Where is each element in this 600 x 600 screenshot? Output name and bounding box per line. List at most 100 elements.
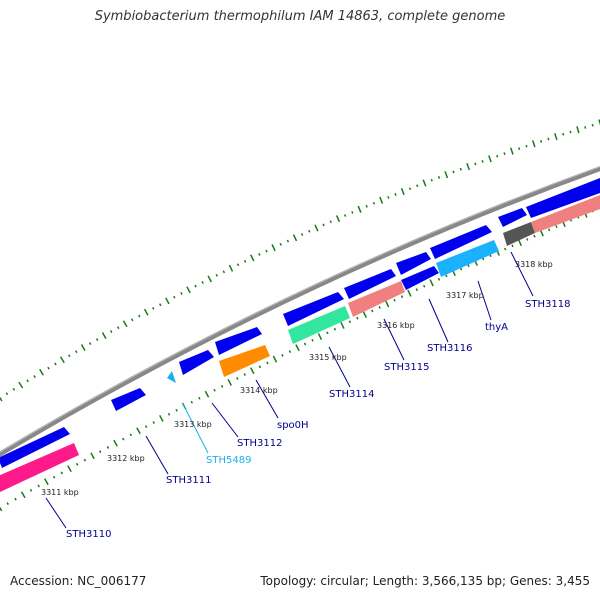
inner-tick-9	[67, 465, 72, 473]
outer-tick-11	[75, 350, 78, 354]
kbp-label-3311: 3311 kbp	[41, 488, 79, 497]
kbp-label-3315: 3315 kbp	[309, 353, 347, 362]
inner-tick-67	[504, 247, 507, 251]
inner-tick-51	[384, 300, 390, 308]
outer-tick-48	[335, 215, 341, 223]
outer-tick-22	[152, 306, 155, 310]
kbp-label-3316: 3316 kbp	[377, 321, 415, 330]
outer-tick-54	[379, 196, 384, 204]
gene-label-sth3116[interactable]: STH3116	[427, 343, 472, 354]
inner-tick-7	[52, 475, 56, 479]
gene-label-thya[interactable]: thyA	[485, 322, 508, 333]
outer-tick-59	[416, 184, 419, 188]
outer-tick-47	[329, 220, 332, 224]
outer-tick-69	[488, 155, 492, 163]
inner-tick-6	[44, 478, 49, 486]
inner-tick-72	[539, 229, 544, 237]
inner-tick-23	[175, 408, 178, 412]
outer-tick-81	[576, 126, 580, 134]
inner-tick-4	[29, 488, 33, 492]
outer-tick-23	[159, 303, 162, 307]
outer-tick-4	[26, 379, 29, 383]
gene-arrow-sth3111[interactable]	[111, 388, 146, 411]
outer-tick-64	[452, 170, 455, 174]
outer-tick-43	[300, 233, 304, 236]
outer-tick-17	[116, 326, 120, 330]
inner-tick-26	[198, 396, 201, 400]
inner-tick-43	[326, 331, 329, 335]
outer-tick-76	[540, 139, 543, 143]
gene-label-sth3112[interactable]: STH3112	[237, 438, 282, 449]
gene-arrow-sth3118a[interactable]	[498, 208, 527, 227]
gene-arrow-sth3116a[interactable]	[396, 252, 431, 275]
genome-backbone	[0, 165, 600, 457]
inner-tick-22	[167, 412, 171, 416]
outer-tick-80	[569, 130, 572, 134]
outer-tick-44	[308, 229, 311, 233]
outer-tick-35	[243, 259, 247, 263]
outer-tick-2	[12, 387, 16, 391]
outer-tick-34	[236, 263, 240, 267]
inner-tick-44	[333, 327, 337, 331]
gene-label-sth3114[interactable]: STH3114	[329, 389, 374, 400]
inner-tick-50	[378, 305, 381, 309]
outer-tick-57	[400, 188, 405, 196]
gene-arrow-thya[interactable]	[430, 225, 492, 259]
gene-arrow-sth3118b[interactable]	[526, 178, 600, 218]
outer-tick-84	[598, 119, 600, 126]
outer-tick-12	[80, 344, 86, 351]
inner-tick-32	[243, 373, 246, 376]
gene-label-sth3111[interactable]: STH3111	[166, 475, 211, 486]
outer-tick-30	[207, 275, 212, 283]
gene-arrow-sth3112[interactable]	[179, 350, 214, 375]
outer-tick-82	[584, 126, 587, 129]
inner-tick-21	[159, 414, 164, 422]
inner-tick-1	[6, 502, 9, 505]
outer-tick-36	[250, 254, 255, 262]
inner-tick-70	[526, 237, 529, 241]
inner-tick-46	[348, 320, 352, 324]
inner-tick-27	[204, 390, 210, 398]
inner-tick-37	[281, 353, 284, 357]
inner-tick-28	[213, 388, 216, 392]
kbp-label-3318: 3318 kbp	[515, 260, 553, 269]
cds-bar-sth3118-salmon[interactable]	[531, 195, 600, 233]
inner-tick-15	[113, 439, 118, 447]
gene-arrow-sth5489[interactable]	[167, 371, 176, 383]
inner-tick-54	[407, 289, 412, 297]
gene-arrow-spo0h[interactable]	[215, 327, 262, 355]
outer-tick-41	[286, 239, 290, 243]
accession-text: Accession: NC_006177	[10, 574, 147, 588]
inner-tick-52	[393, 298, 396, 302]
gene-label-sth3115[interactable]: STH3115	[384, 362, 429, 373]
inner-tick-65	[489, 254, 492, 258]
inner-tick-35	[266, 361, 269, 365]
gene-label-sth3110[interactable]: STH3110	[66, 529, 111, 540]
gene-arrow-sth3116b[interactable]	[401, 266, 439, 290]
inner-tick-45	[340, 321, 345, 329]
outer-tick-31	[215, 273, 218, 277]
gene-label-sth3118[interactable]: STH3118	[525, 299, 570, 310]
outer-tick-9	[59, 356, 65, 364]
inner-tick-29	[220, 384, 224, 388]
inner-tick-40	[303, 342, 307, 346]
gene-arrow-sth3115[interactable]	[344, 269, 396, 299]
gene-label-sth5489[interactable]: STH5489	[206, 455, 251, 466]
inner-tick-13	[98, 450, 102, 454]
cds-bar-thya[interactable]	[436, 240, 499, 277]
gene-arrow-sth3110[interactable]	[0, 427, 70, 468]
outer-tick-42	[292, 234, 298, 242]
outer-tick-15	[101, 332, 107, 339]
cds-bar-sth3110[interactable]	[0, 443, 79, 493]
cds-bar-sth3115[interactable]	[348, 281, 405, 317]
cds-bar-spo0h[interactable]	[219, 345, 270, 377]
cds-bar-sth3114[interactable]	[288, 306, 350, 344]
gene-arrow-sth3114[interactable]	[283, 292, 344, 326]
gene-label-spo0h[interactable]: spo0H	[277, 420, 309, 431]
inner-tick-56	[423, 284, 426, 288]
outer-tick-10	[68, 354, 71, 358]
cds-bar-sth3118-gray[interactable]	[503, 222, 535, 246]
inner-tick-36	[272, 355, 278, 363]
outer-tick-66	[466, 163, 471, 171]
outer-tick-40	[279, 242, 282, 246]
